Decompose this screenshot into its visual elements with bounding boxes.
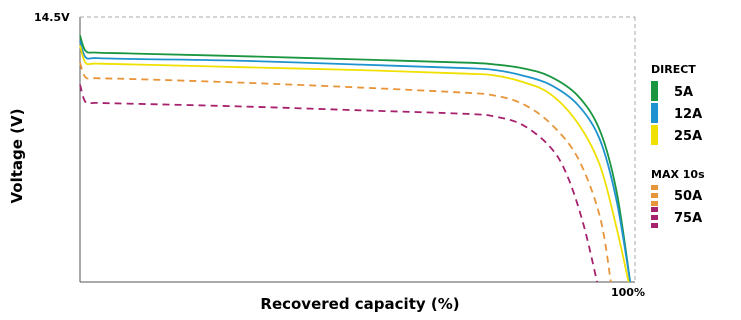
legend-label-12a: 12A xyxy=(674,107,702,122)
y-tick-top-label: 14.5V xyxy=(34,11,70,24)
series-line-25a xyxy=(79,45,630,283)
legend: DIRECT MAX 10s 5A 12A 25A 50A 75A xyxy=(651,63,705,228)
legend-swatch-50a-part1 xyxy=(651,193,658,198)
x-axis-title: Recovered capacity (%) xyxy=(260,295,459,313)
legend-group-title-max10s: MAX 10s xyxy=(651,168,705,181)
legend-swatch-50a-part0 xyxy=(651,185,658,190)
legend-swatch-50a-part2 xyxy=(651,201,658,206)
legend-group-title-direct: DIRECT xyxy=(651,63,696,76)
legend-label-50a: 50A xyxy=(674,189,702,204)
legend-label-75a: 75A xyxy=(674,211,702,226)
legend-swatch-75a-part1 xyxy=(651,215,658,220)
y-axis-title: Voltage (V) xyxy=(8,109,26,204)
legend-swatch-75a-part0 xyxy=(651,207,658,212)
x-tick-end-label: 100% xyxy=(611,286,645,299)
legend-swatch-12a xyxy=(651,103,658,123)
series-line-5a xyxy=(79,35,632,283)
legend-swatch-5a xyxy=(651,81,658,101)
legend-swatch-75a-part2 xyxy=(651,223,658,228)
legend-swatch-25a xyxy=(651,125,658,145)
series-line-50a xyxy=(79,62,612,283)
series-line-12a xyxy=(79,40,632,283)
series-line-75a xyxy=(79,84,598,283)
series-layer xyxy=(79,35,632,283)
legend-label-5a: 5A xyxy=(674,85,693,100)
legend-label-25a: 25A xyxy=(674,129,702,144)
